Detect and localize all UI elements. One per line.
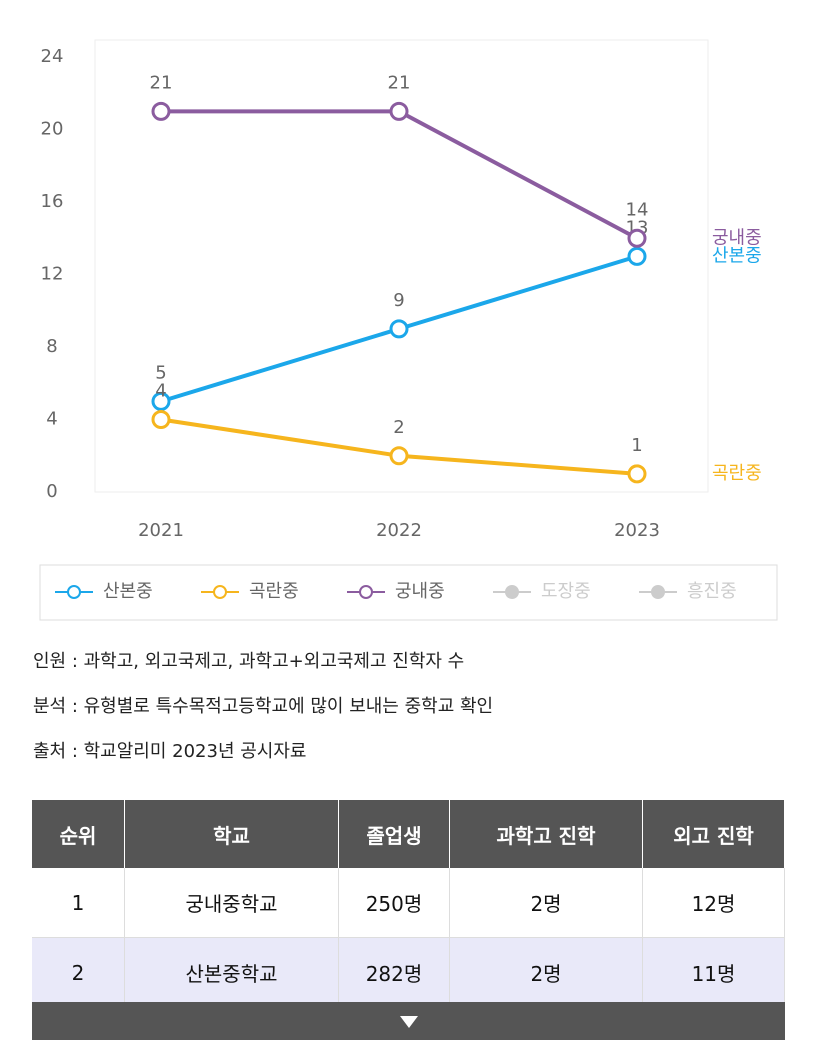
legend-marker <box>213 585 227 599</box>
point <box>389 101 409 121</box>
end-label: 산본중 <box>712 245 762 266</box>
data-label: 4 <box>155 381 166 402</box>
point <box>627 246 647 266</box>
y-tick-label: 4 <box>46 409 57 430</box>
legend-label: 산본중 <box>103 581 153 602</box>
y-tick-label: 0 <box>46 481 57 502</box>
note: 출처 : 학교알리미 2023년 공시자료 <box>33 741 307 762</box>
x-tick-label: 2021 <box>138 520 184 541</box>
data-label: 5 <box>155 362 166 383</box>
header-cell: 순위 <box>32 800 125 868</box>
header-cell: 학교 <box>124 800 339 868</box>
cell: 282명 <box>338 937 450 1008</box>
data-label: 21 <box>150 72 173 93</box>
point <box>151 101 171 121</box>
header-cell: 외고 진학 <box>642 800 785 868</box>
expand-button[interactable] <box>32 1002 785 1040</box>
header-cell: 졸업생 <box>338 800 450 868</box>
cell: 2명 <box>449 868 643 938</box>
header-row: 순위 학교 졸업생 과학고 진학 외고 진학 <box>32 800 785 868</box>
legend-label: 곡란중 <box>249 581 299 602</box>
note: 분석 : 유형별로 특수목적고등학교에 많이 보내는 중학교 확인 <box>33 696 494 717</box>
legend-label: 궁내중 <box>395 581 445 602</box>
point <box>151 391 171 411</box>
data-label: 9 <box>393 290 404 311</box>
point <box>627 464 647 484</box>
legend-marker <box>67 585 81 599</box>
cell: 250명 <box>338 868 450 938</box>
row: 1 궁내중학교 250명 2명 12명 <box>32 868 785 938</box>
y-tick-label: 16 <box>41 191 64 212</box>
end-label: 곡란중 <box>712 463 762 484</box>
cell: 12명 <box>642 868 785 938</box>
legend-marker <box>359 585 373 599</box>
note: 인원 : 과학고, 외고국제고, 과학고+외고국제고 진학자 수 <box>33 651 465 672</box>
point <box>389 319 409 339</box>
series-line <box>161 109 638 241</box>
cell: 11명 <box>642 937 785 1008</box>
cell: 2 <box>32 937 125 1008</box>
header-cell: 과학고 진학 <box>449 800 643 868</box>
legend-marker <box>505 585 519 599</box>
row: 2 산본중학교 282명 2명 11명 <box>32 937 785 1008</box>
expand-icon <box>400 1016 418 1028</box>
y-tick-label: 24 <box>41 46 64 67</box>
legend-label: 도장중 <box>541 581 591 602</box>
x-tick-label: 2023 <box>614 520 660 541</box>
point <box>151 410 171 429</box>
legend-label: 흥진중 <box>687 581 737 602</box>
legend-box <box>39 564 778 621</box>
x-tick-label: 2022 <box>376 520 422 541</box>
cell: 산본중학교 <box>124 937 339 1008</box>
cell: 1 <box>32 868 125 938</box>
point <box>389 446 409 466</box>
legend-marker <box>651 585 665 599</box>
table: 순위 학교 졸업생 과학고 진학 외고 진학 1 궁내중학교 250명 2명 1… <box>32 800 785 1008</box>
cell: 2명 <box>449 937 643 1008</box>
plot-frame <box>94 39 709 493</box>
data-label: 2 <box>393 417 404 438</box>
data-label: 1 <box>631 435 642 456</box>
y-tick-label: 20 <box>41 119 64 140</box>
data-label: 21 <box>388 72 411 93</box>
end-label: 궁내중 <box>712 227 762 248</box>
point <box>627 228 647 248</box>
y-tick-label: 8 <box>46 336 57 357</box>
cell: 궁내중학교 <box>124 868 339 938</box>
y-tick-label: 12 <box>41 264 64 285</box>
notes: 인원 : 과학고, 외고국제고, 과학고+외고국제고 진학자 수 분석 : 유형… <box>33 645 493 780</box>
data-label: 14 <box>626 199 649 220</box>
